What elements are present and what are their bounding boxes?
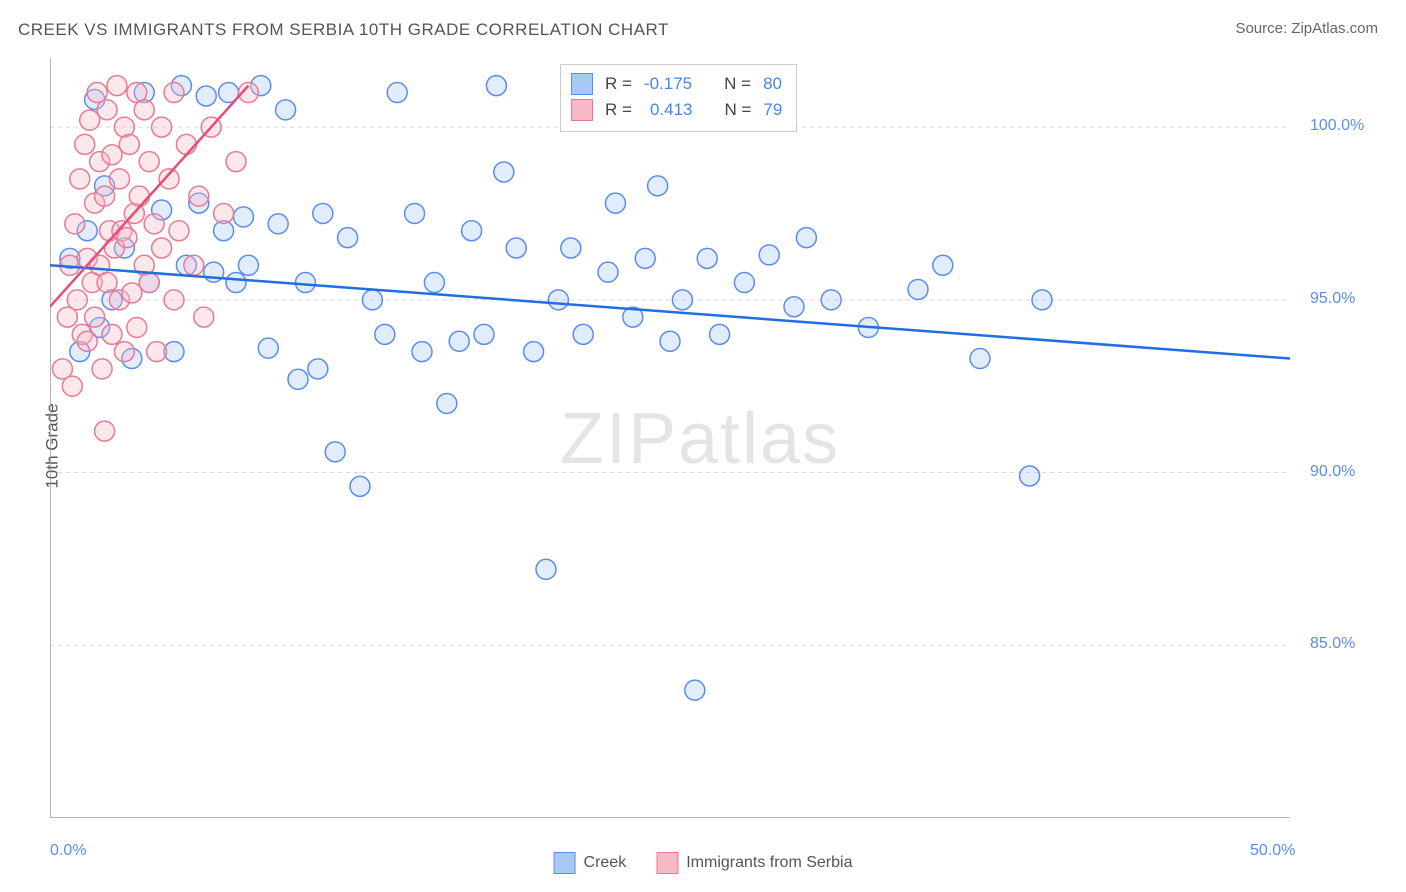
chart-title: CREEK VS IMMIGRANTS FROM SERBIA 10TH GRA… [18, 20, 669, 40]
legend-item: Immigrants from Serbia [656, 852, 852, 874]
legend-swatch [656, 852, 678, 874]
scatter-plot: ZIPatlas R = -0.175 N = 80 R = 0.413 N =… [50, 58, 1290, 818]
stats-swatch-serbia [571, 99, 593, 121]
legend-swatch [554, 852, 576, 874]
y-tick-label: 95.0% [1310, 290, 1355, 308]
stats-row-creek: R = -0.175 N = 80 [571, 71, 782, 97]
correlation-stats-box: R = -0.175 N = 80 R = 0.413 N = 79 [560, 64, 797, 132]
legend: Creek Immigrants from Serbia [554, 852, 853, 874]
y-tick-label: 100.0% [1310, 117, 1364, 135]
source-label: Source: ZipAtlas.com [1235, 20, 1378, 37]
legend-label: Creek [584, 854, 627, 872]
y-tick-label: 85.0% [1310, 635, 1355, 653]
legend-item: Creek [554, 852, 627, 874]
legend-label: Immigrants from Serbia [686, 854, 852, 872]
x-tick-label: 50.0% [1250, 842, 1295, 860]
y-tick-label: 90.0% [1310, 463, 1355, 481]
stats-swatch-creek [571, 73, 593, 95]
stats-row-serbia: R = 0.413 N = 79 [571, 97, 782, 123]
x-tick-label: 0.0% [50, 842, 86, 860]
